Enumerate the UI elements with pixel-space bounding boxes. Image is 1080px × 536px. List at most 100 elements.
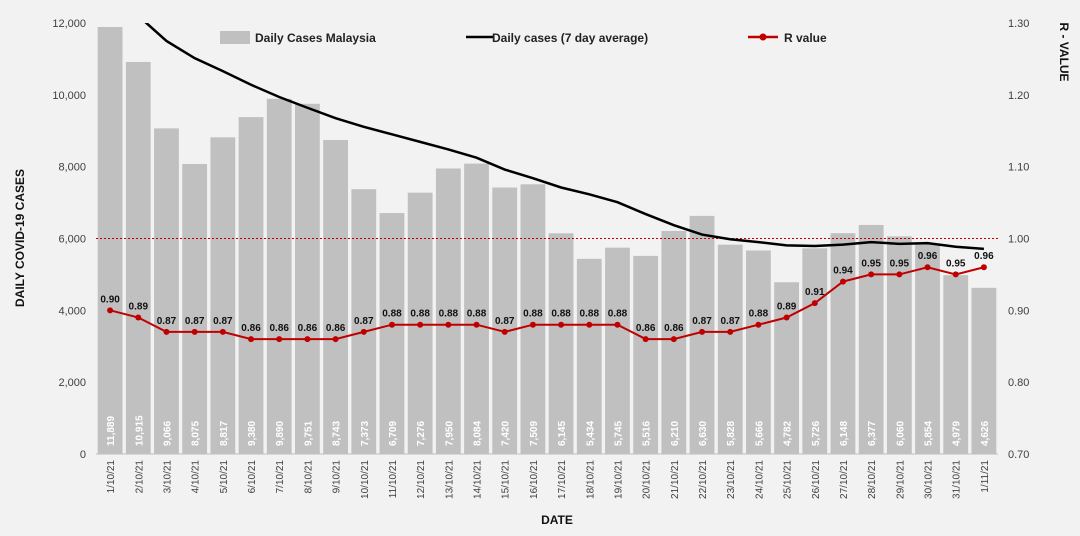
- bar-data-label: 4,626: [980, 421, 991, 446]
- y2-tick-label: 1.10: [1008, 162, 1029, 174]
- r-point: [276, 336, 283, 343]
- r-point: [868, 271, 875, 278]
- x-tick-label: 25/10/21: [783, 460, 794, 499]
- r-point: [952, 271, 959, 278]
- bar-data-label: 5,666: [754, 421, 765, 446]
- r-data-label: 0.86: [241, 323, 261, 334]
- r-data-label: 0.94: [833, 266, 853, 277]
- bar-data-label: 9,890: [275, 421, 286, 446]
- x-tick-label: 17/10/21: [557, 460, 568, 499]
- r-data-label: 0.96: [974, 251, 994, 262]
- bar: [858, 224, 884, 454]
- bar: [295, 103, 320, 454]
- bar-series-daily-cases: [97, 26, 997, 455]
- bar-data-label: 8,817: [219, 421, 230, 446]
- r-data-label: 0.88: [382, 309, 402, 320]
- y2-tick-label: 1.20: [1008, 90, 1029, 102]
- x-axis-title: DATE: [541, 513, 573, 527]
- r-data-label: 0.86: [298, 323, 318, 334]
- r-data-label: 0.88: [410, 309, 430, 320]
- x-tick-label: 1/10/21: [106, 460, 117, 494]
- r-data-label: 0.86: [326, 323, 346, 334]
- x-tick-label: 6/10/21: [247, 460, 258, 494]
- y2-tick-label: 1.00: [1008, 234, 1029, 246]
- bar-data-label: 7,420: [501, 421, 512, 446]
- r-data-label: 0.87: [157, 316, 177, 327]
- bar-data-label: 5,434: [585, 421, 596, 446]
- line-series-r-value: [107, 264, 987, 343]
- r-line-path: [109, 266, 985, 341]
- x-tick-label: 21/10/21: [670, 460, 681, 499]
- bar: [210, 137, 236, 454]
- bar-data-label: 7,509: [529, 421, 540, 446]
- r-data-label: 0.88: [580, 309, 600, 320]
- bar-data-label: 6,630: [698, 421, 709, 446]
- bar-data-label: 4,979: [952, 421, 963, 446]
- r-point: [107, 307, 114, 314]
- y2-tick-label: 0.90: [1008, 305, 1029, 317]
- line-series-7day-average: [144, 23, 985, 251]
- x-tick-label: 4/10/21: [191, 460, 202, 494]
- bar: [435, 168, 461, 454]
- x-tick-label: 23/10/21: [726, 460, 737, 499]
- r-point: [191, 328, 198, 335]
- r-data-label: 0.86: [636, 323, 656, 334]
- x-tick-label: 30/10/21: [924, 460, 935, 499]
- r-point: [811, 300, 818, 307]
- bar-data-label: 6,709: [388, 421, 399, 446]
- bar: [238, 117, 264, 454]
- bar-data-label: 8,075: [191, 421, 202, 446]
- y2-tick-label: 1.30: [1008, 18, 1029, 30]
- y-tick-label: 12,000: [52, 18, 86, 30]
- r-point: [529, 321, 536, 328]
- r-data-label: 0.87: [692, 316, 712, 327]
- bar-data-label: 6,377: [867, 421, 878, 446]
- bar: [520, 184, 546, 454]
- bar-data-label: 5,745: [613, 421, 624, 446]
- bar: [943, 275, 969, 454]
- bar: [266, 98, 292, 454]
- r-value-data-labels: 0.90 0.89 0.87 0.87 0.87 0.86 0.86 0.86 0.86 0.87…: [100, 251, 994, 334]
- bar: [182, 163, 208, 455]
- x-tick-label: 31/10/21: [952, 460, 963, 499]
- r-point: [163, 328, 170, 335]
- bar: [774, 282, 799, 454]
- r-data-label: 0.88: [608, 309, 628, 320]
- left-axis-ticks: 0 2,000 4,000 6,000 8,000 10,000 12,000: [52, 18, 86, 461]
- legend-marker-r: [759, 33, 767, 41]
- bar: [125, 61, 151, 455]
- bar-data-label: 9,751: [303, 421, 314, 446]
- y-axis-title: DAILY COVID-19 CASES: [13, 169, 27, 307]
- r-data-label: 0.87: [185, 316, 205, 327]
- x-tick-label: 10/10/21: [360, 460, 371, 499]
- r-point: [219, 328, 226, 335]
- bar-data-label: 8,084: [473, 421, 484, 446]
- x-tick-label: 8/10/21: [303, 460, 314, 494]
- x-tick-label: 29/10/21: [895, 460, 906, 499]
- r-point: [135, 314, 142, 321]
- r-point: [755, 321, 762, 328]
- bar: [830, 233, 856, 454]
- r-point: [699, 328, 706, 335]
- r-data-label: 0.87: [354, 316, 374, 327]
- r-point: [304, 336, 311, 343]
- x-tick-label: 19/10/21: [613, 460, 624, 499]
- x-tick-label: 12/10/21: [416, 460, 427, 499]
- bar: [717, 244, 743, 454]
- r-data-label: 0.95: [946, 258, 966, 269]
- y-tick-label: 8,000: [58, 162, 86, 174]
- r-data-label: 0.91: [805, 287, 825, 298]
- y-tick-label: 6,000: [58, 234, 86, 246]
- y-tick-label: 0: [80, 449, 86, 461]
- bar: [464, 163, 489, 455]
- r-data-label: 0.90: [100, 294, 120, 305]
- r-data-label: 0.89: [129, 302, 149, 313]
- bar: [492, 187, 518, 454]
- bar: [971, 287, 997, 454]
- bar: [97, 26, 123, 454]
- r-point: [670, 336, 677, 343]
- x-tick-label: 9/10/21: [332, 460, 343, 494]
- x-axis-ticks: 1/10/21 2/10/21 3/10/21 4/10/21 5/10/21 6/10/…: [106, 460, 991, 499]
- y2-axis-title: R - VALUE: [1057, 22, 1071, 81]
